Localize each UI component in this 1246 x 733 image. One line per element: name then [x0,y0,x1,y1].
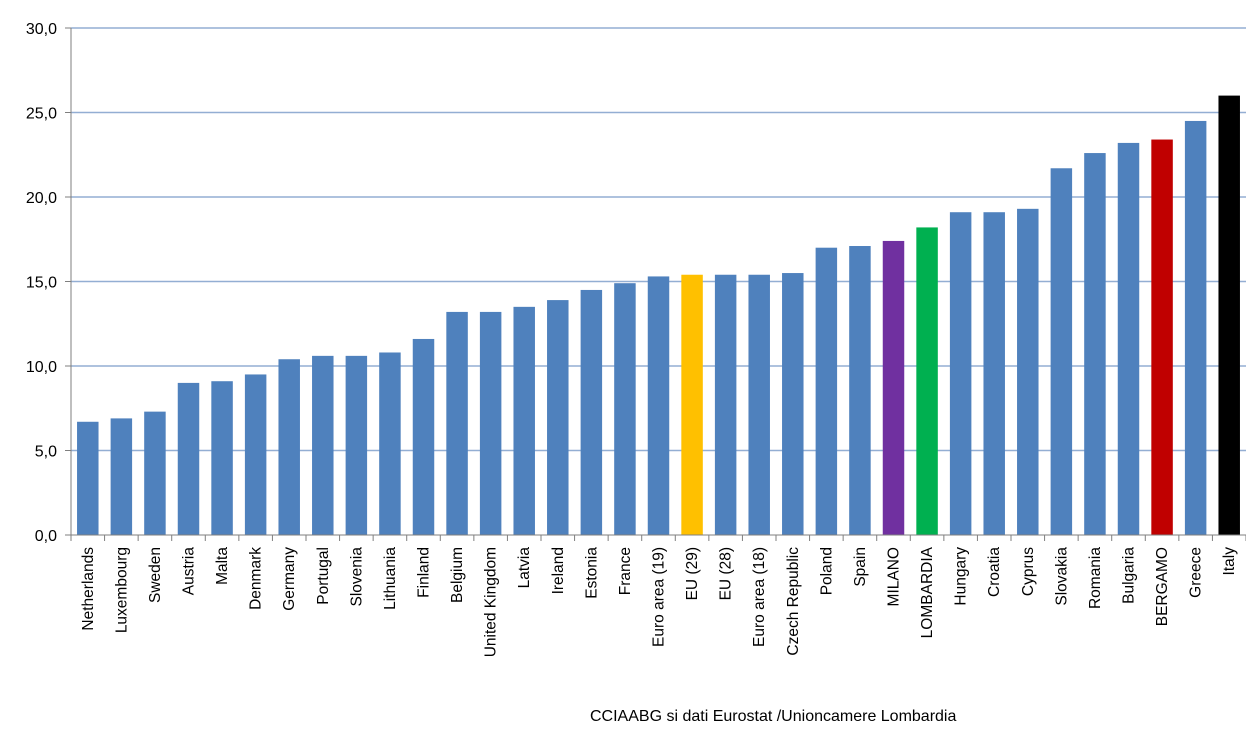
bar-ireland [547,300,569,535]
bars [77,95,1240,536]
x-category-label: Luxembourg [113,547,130,633]
x-category-label: EU (28) [718,547,735,600]
x-category-label: Euro area (19) [651,547,668,647]
y-tick-label: 15,0 [26,275,57,292]
x-axis-category-labels: Netherlands Luxembourg Sweden Austria Malta D… [80,546,1238,657]
bar-malta [211,381,233,535]
y-tick-label: 30,0 [26,21,57,38]
x-category-label: Italy [1221,547,1238,576]
bar-denmark [244,374,267,535]
x-category-label: Euro area (18) [751,547,768,647]
bar-cyprus [1017,208,1039,535]
x-category-label: Slovakia [1053,547,1070,606]
bar-romania [1084,153,1106,535]
x-category-label: Ireland [550,547,567,594]
x-category-label: Netherlands [80,547,97,631]
y-tick-label: 0,0 [35,528,57,545]
bar-lombardia [916,227,938,536]
x-category-label: Croatia [986,547,1003,597]
x-category-label: Sweden [147,547,164,603]
bar-estonia [580,289,603,535]
x-category-label: LOMBARDIA [919,546,936,638]
x-category-label: Estonia [583,547,600,599]
bar-germany [278,359,300,535]
bar-bulgaria [1117,142,1140,536]
bar-finland [412,338,435,535]
bar-milano [882,240,905,535]
bar-greece [1184,120,1207,535]
bar-slovakia [1050,168,1073,535]
bar-euro-area-18 [748,274,770,535]
bar-hungary [949,212,972,535]
y-tick-label: 10,0 [26,359,57,376]
x-category-label: MILANO [886,547,903,606]
x-category-label: Bulgaria [1121,547,1138,604]
x-category-label: EU (29) [684,547,701,600]
x-category-label: Austria [181,547,198,596]
bar-latvia [513,306,535,535]
bar-portugal [312,355,334,535]
x-category-label: Latvia [516,547,533,589]
bar-netherlands [77,421,99,535]
bar-czech-republic [782,273,804,535]
x-category-label: Hungary [953,547,970,606]
bar-eu-28 [714,274,737,535]
x-category-label: Portugal [315,547,332,605]
bar-croatia [983,212,1005,535]
y-tick-label: 20,0 [26,190,57,207]
x-category-label: Denmark [248,547,265,610]
x-category-label: Greece [1188,547,1205,598]
x-category-label: Germany [281,547,298,611]
x-category-label: France [617,547,634,595]
y-axis-tick-labels: 0,0 5,0 10,0 15,0 20,0 25,0 30,0 [26,21,57,545]
bar-luxembourg [110,418,133,535]
x-category-label: Cyprus [1020,547,1037,596]
y-tick-label: 25,0 [26,106,57,123]
x-category-label: Slovenia [348,547,365,607]
bar-poland [815,247,838,535]
x-category-label: Finland [416,547,433,598]
bar-euro-area-19 [647,276,670,535]
x-category-label: Lithuania [382,547,399,610]
x-category-label: Malta [214,547,231,585]
bar-eu-29 [681,274,703,535]
bar-sweden [144,411,166,535]
bar-united-kingdom [479,311,502,535]
bar-spain [849,246,871,535]
source-note: CCIAABG si dati Eurostat /Unioncamere Lo… [590,708,957,725]
x-category-label: BERGAMO [1154,547,1171,626]
bar-austria [177,382,200,535]
bar-belgium [446,311,468,535]
axes [65,27,1246,541]
bar-bergamo [1151,139,1173,536]
x-category-label: Poland [818,547,835,595]
x-category-label: Spain [852,547,869,587]
x-category-label: Romania [1087,547,1104,609]
bar-france [614,283,636,535]
bar-slovenia [345,355,368,535]
x-category-label: Czech Republic [785,547,802,656]
bar-italy [1218,95,1240,535]
x-category-label: Belgium [449,547,466,603]
bar-lithuania [379,352,401,535]
y-tick-label: 5,0 [35,444,57,461]
x-category-label: United Kingdom [483,547,500,657]
